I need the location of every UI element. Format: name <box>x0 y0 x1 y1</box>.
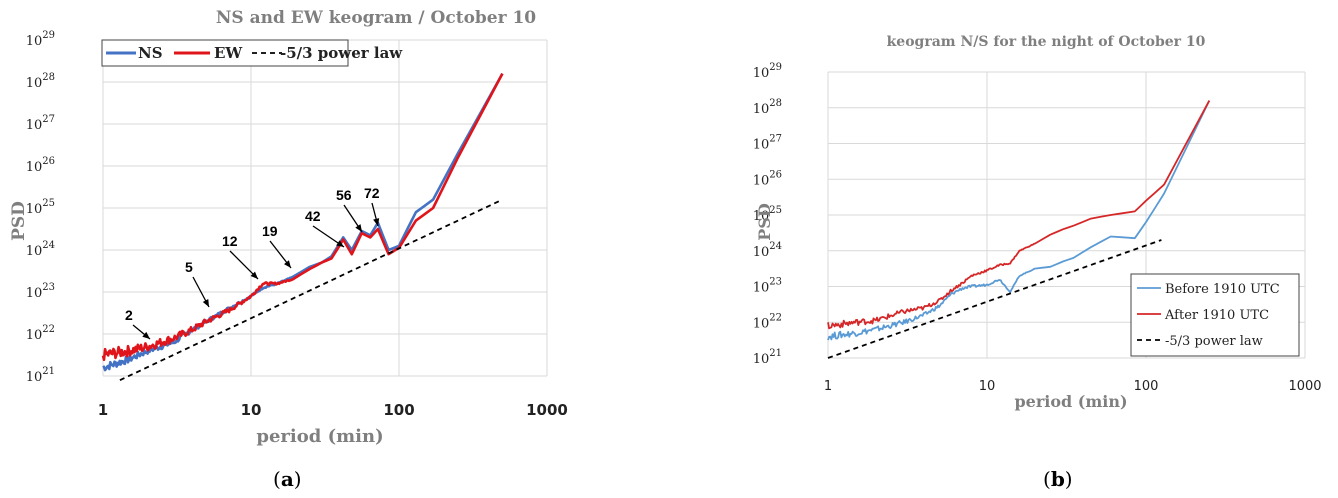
panel-caption: (a) <box>273 467 302 491</box>
series-line--5-3-power-law <box>827 239 1162 359</box>
annotation-label: 42 <box>305 208 321 224</box>
x-tick-label: 1 <box>98 401 108 419</box>
annotation-label: 19 <box>262 223 278 239</box>
y-tick-label: 1021 <box>26 366 55 385</box>
y-tick-label: 1025 <box>26 198 55 217</box>
y-tick-label: 1028 <box>753 98 782 117</box>
x-tick-label: 10 <box>979 379 996 394</box>
x-tick-label: 1000 <box>1288 379 1321 394</box>
annotation-label: 2 <box>125 307 133 323</box>
legend-box <box>101 39 349 67</box>
series-line-before-1910-utc <box>827 100 1211 341</box>
y-tick-label: 1029 <box>753 62 782 81</box>
y-tick-label: 1022 <box>753 312 782 331</box>
x-tick-label: 10 <box>241 401 262 419</box>
y-tick-label: 1021 <box>753 348 782 367</box>
legend-label: After 1910 UTC <box>1164 308 1269 323</box>
chart-title: keogram N/S for the night of October 10 <box>887 34 1206 50</box>
chart-a: NS and EW keogram / October 101021102210… <box>9 8 568 491</box>
x-tick-label: 100 <box>1134 379 1159 394</box>
arrow-head-icon <box>142 331 150 339</box>
panel-caption: (b) <box>1043 467 1073 491</box>
chart-b: keogram N/S for the night of October 10 1… <box>753 34 1322 491</box>
grid <box>102 39 548 377</box>
annotation-label: 5 <box>185 259 193 275</box>
x-axis-label: period (min) <box>256 426 383 447</box>
chart-title: NS and EW keogram / October 10 <box>216 8 536 28</box>
annotation: 12 <box>222 233 259 280</box>
annotation-label: 56 <box>336 187 352 203</box>
arrow-head-icon <box>202 299 209 307</box>
legend-label: Before 1910 UTC <box>1165 282 1280 297</box>
annotation: 2 <box>125 307 151 340</box>
legend-label: EW <box>214 44 243 62</box>
y-tick-label: 1028 <box>26 72 55 91</box>
x-axis-label: period (min) <box>1014 392 1127 411</box>
legend: NS EW -5/3 power law <box>101 39 403 67</box>
series-line-ns <box>102 72 504 372</box>
annotation: 19 <box>262 223 292 269</box>
annotation-label: 72 <box>364 185 380 201</box>
legend-label: -5/3 power law <box>1165 334 1263 349</box>
x-tick-label: 1000 <box>526 401 568 419</box>
grid <box>827 71 1306 359</box>
series-line-after-1910-utc <box>827 100 1211 330</box>
y-tick-label: 1029 <box>26 30 55 49</box>
y-tick-label: 1024 <box>26 240 55 259</box>
arrow-head-icon <box>250 271 258 279</box>
y-tick-label: 1026 <box>26 156 55 175</box>
x-tick-label: 100 <box>383 401 414 419</box>
y-tick-label: 1025 <box>753 205 782 224</box>
y-tick-label: 1026 <box>753 169 782 188</box>
annotation: 72 <box>364 185 380 227</box>
annotation: 5 <box>185 259 210 308</box>
annotation-label: 12 <box>222 233 238 249</box>
arrow-head-icon <box>336 240 344 247</box>
arrow-head-icon <box>373 218 380 226</box>
legend-label: -5/3 power law <box>280 44 403 62</box>
y-tick-label: 1024 <box>753 241 782 260</box>
x-tick-label: 1 <box>824 379 832 394</box>
legend-label: NS <box>138 44 163 62</box>
series-line--5-3-power-law <box>119 198 503 382</box>
y-tick-label: 1027 <box>26 114 55 133</box>
arrow-head-icon <box>355 224 362 232</box>
arrow-head-icon <box>284 260 291 268</box>
legend: Before 1910 UTC After 1910 UTC -5/3 power … <box>1130 273 1300 357</box>
y-axis-label: PSD <box>9 201 29 241</box>
y-tick-label: 1027 <box>753 134 782 153</box>
y-axis-label: PSD <box>755 203 774 241</box>
y-tick-label: 1023 <box>753 277 782 296</box>
annotation: 42 <box>305 208 345 248</box>
series-line-ew <box>101 72 504 362</box>
y-tick-label: 1023 <box>26 282 55 301</box>
annotation: 56 <box>336 187 363 233</box>
y-tick-label: 1022 <box>26 324 55 343</box>
